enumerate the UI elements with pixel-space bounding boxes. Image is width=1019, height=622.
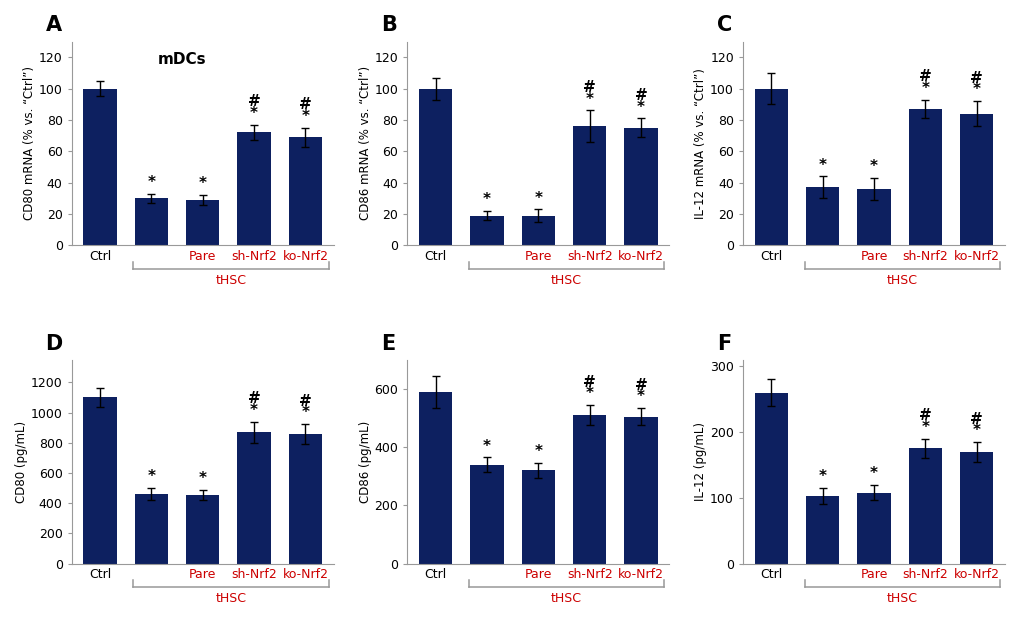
Text: *: * [199, 471, 207, 486]
Text: #: # [918, 409, 930, 424]
Bar [573, 126, 606, 245]
Bar [857, 189, 890, 245]
Text: E: E [381, 333, 395, 354]
Bar [84, 88, 116, 245]
Bar [521, 470, 554, 564]
Text: B: B [381, 16, 396, 35]
Bar [959, 114, 993, 245]
Text: *: * [585, 386, 593, 401]
Y-axis label: CD86 (pg/mL): CD86 (pg/mL) [359, 420, 371, 503]
Bar [84, 397, 116, 564]
Text: #: # [248, 95, 260, 109]
Text: tHSC: tHSC [886, 592, 917, 605]
Text: *: * [534, 445, 542, 460]
Bar [754, 392, 788, 564]
Text: F: F [716, 333, 731, 354]
Y-axis label: CD80 (pg/mL): CD80 (pg/mL) [15, 420, 28, 503]
Text: *: * [147, 470, 155, 485]
Text: C: C [716, 16, 732, 35]
Bar [521, 215, 554, 245]
Text: tHSC: tHSC [215, 592, 247, 605]
Bar [237, 432, 270, 564]
Text: tHSC: tHSC [550, 274, 582, 287]
Bar [959, 452, 993, 564]
Text: *: * [147, 175, 155, 190]
Y-axis label: IL-12 (pg/mL): IL-12 (pg/mL) [694, 422, 706, 501]
Bar [185, 200, 219, 245]
Text: *: * [920, 81, 928, 96]
Bar [805, 187, 839, 245]
Text: #: # [299, 394, 312, 409]
Bar [857, 493, 890, 564]
Bar [470, 465, 503, 564]
Text: mDCs: mDCs [157, 52, 206, 67]
Text: D: D [46, 333, 63, 354]
Text: *: * [585, 92, 593, 107]
Bar [237, 132, 270, 245]
Bar [135, 198, 168, 245]
Text: *: * [637, 100, 644, 114]
Text: *: * [818, 469, 825, 485]
Text: *: * [302, 109, 309, 124]
Text: #: # [299, 98, 312, 113]
Bar [908, 448, 942, 564]
Bar [624, 417, 657, 564]
Text: *: * [534, 190, 542, 206]
Text: *: * [920, 420, 928, 435]
Text: *: * [972, 423, 980, 439]
Text: #: # [634, 378, 647, 392]
Text: *: * [483, 192, 490, 207]
Text: #: # [248, 391, 260, 406]
Text: #: # [918, 69, 930, 84]
Text: *: * [483, 439, 490, 453]
Bar [754, 88, 788, 245]
Text: *: * [869, 159, 877, 174]
Text: *: * [199, 177, 207, 192]
Text: #: # [634, 88, 647, 103]
Y-axis label: CD80 mRNA (% vs. “Ctrl”): CD80 mRNA (% vs. “Ctrl”) [23, 67, 36, 220]
Text: #: # [969, 71, 982, 86]
Text: tHSC: tHSC [886, 274, 917, 287]
Bar [805, 496, 839, 564]
Text: *: * [250, 106, 258, 121]
Bar [288, 137, 322, 245]
Text: *: * [637, 389, 644, 404]
Bar [419, 392, 451, 564]
Bar [288, 434, 322, 564]
Text: #: # [969, 412, 982, 427]
Text: *: * [818, 157, 825, 173]
Bar [185, 495, 219, 564]
Text: *: * [869, 466, 877, 481]
Text: A: A [46, 16, 61, 35]
Bar [419, 88, 451, 245]
Text: tHSC: tHSC [550, 592, 582, 605]
Text: #: # [583, 80, 595, 95]
Text: *: * [302, 406, 309, 420]
Y-axis label: CD86 mRNA (% vs. “Ctrl”): CD86 mRNA (% vs. “Ctrl”) [359, 67, 371, 220]
Bar [470, 215, 503, 245]
Text: tHSC: tHSC [215, 274, 247, 287]
Text: #: # [583, 374, 595, 389]
Text: *: * [250, 403, 258, 418]
Y-axis label: IL-12 mRNA (% vs. “Ctrl”): IL-12 mRNA (% vs. “Ctrl”) [694, 68, 706, 219]
Bar [624, 128, 657, 245]
Bar [135, 494, 168, 564]
Bar [573, 415, 606, 564]
Bar [908, 109, 942, 245]
Text: *: * [972, 83, 980, 98]
